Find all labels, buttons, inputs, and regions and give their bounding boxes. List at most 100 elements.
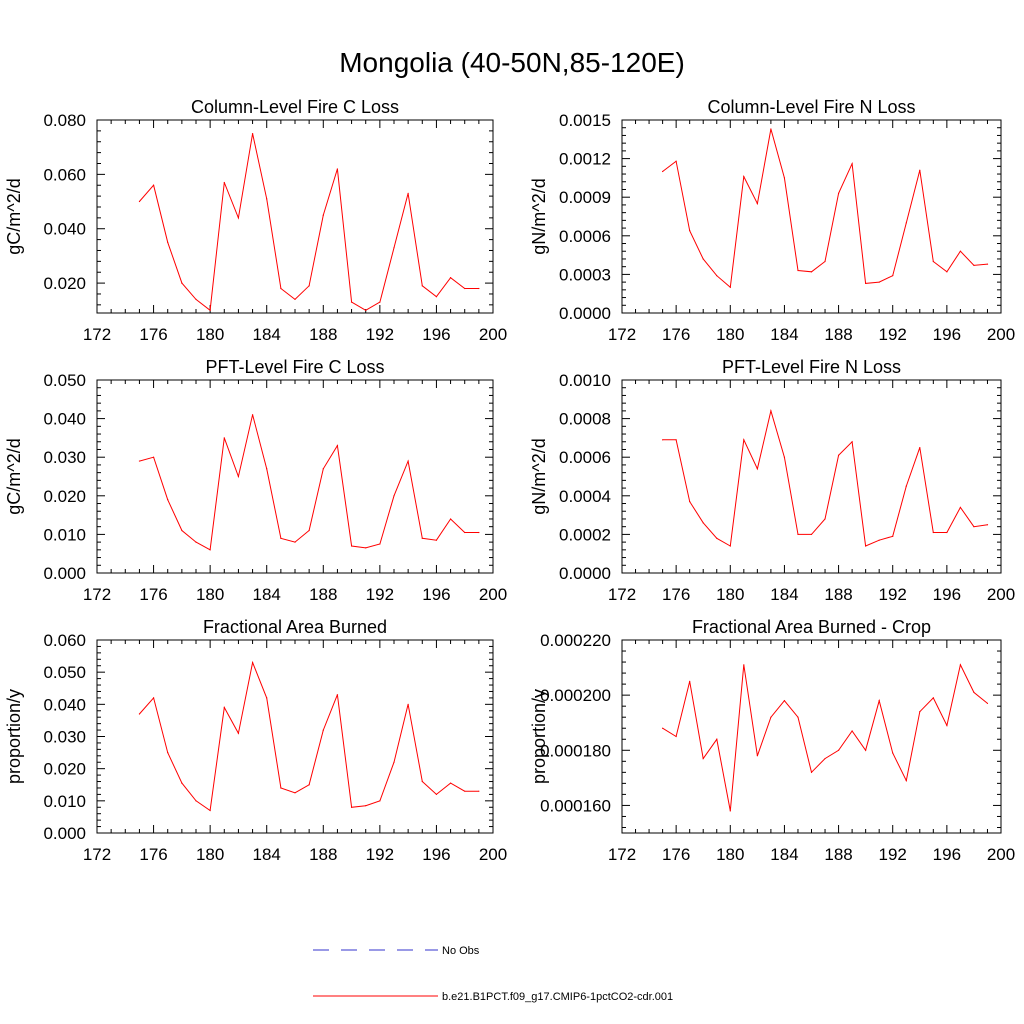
- plot-frame: [96, 119, 494, 314]
- data-point: [743, 176, 745, 178]
- data-point: [986, 263, 989, 265]
- data-point: [689, 230, 691, 232]
- x-tick-label: 180: [716, 325, 744, 344]
- x-tick-label: 172: [608, 845, 636, 864]
- data-point: [167, 751, 169, 754]
- plot-frame: [96, 379, 494, 574]
- x-tick-label: 188: [824, 325, 852, 344]
- x-tick-label: 180: [716, 845, 744, 864]
- data-point: [435, 296, 438, 298]
- x-tick-label: 176: [139, 585, 167, 604]
- data-point: [237, 217, 240, 219]
- x-tick-label: 200: [479, 325, 507, 344]
- data-point: [662, 170, 664, 173]
- data-point: [195, 298, 197, 301]
- y-tick-label: 0.000: [43, 824, 86, 843]
- data-point: [464, 287, 466, 290]
- y-tick-label: 0.080: [43, 111, 86, 130]
- y-tick-label: 0.000200: [540, 686, 611, 705]
- x-tick-label: 188: [824, 845, 852, 864]
- data-point: [322, 214, 324, 216]
- x-tick-label: 184: [253, 325, 281, 344]
- y-tick-label: 0.000160: [540, 796, 611, 815]
- data-point: [824, 260, 826, 263]
- y-tick-label: 0.040: [43, 220, 86, 239]
- data-point: [716, 275, 718, 277]
- data-point: [810, 271, 813, 273]
- x-tick-label: 176: [662, 585, 690, 604]
- x-tick-label: 192: [366, 845, 394, 864]
- x-tick-label: 196: [933, 845, 961, 864]
- data-point: [959, 506, 961, 508]
- x-tick-label: 184: [770, 325, 798, 344]
- x-tick-label: 180: [716, 585, 744, 604]
- data-point: [138, 200, 141, 203]
- data-point: [294, 541, 296, 543]
- x-tick-label: 176: [662, 845, 690, 864]
- data-point: [716, 537, 718, 539]
- panel-title: Column-Level Fire C Loss: [191, 97, 399, 117]
- data-point: [379, 301, 381, 303]
- data-point: [932, 531, 934, 534]
- data-point: [350, 301, 353, 303]
- data-point: [729, 810, 731, 812]
- y-tick-label: 0.0004: [559, 487, 611, 506]
- data-point: [280, 537, 282, 539]
- y-tick-label: 0.000220: [540, 631, 611, 650]
- data-point: [181, 282, 183, 284]
- data-point: [138, 713, 141, 715]
- x-tick-label: 180: [196, 845, 224, 864]
- data-point: [308, 529, 310, 532]
- data-point: [770, 128, 772, 130]
- y-tick-label: 0.0002: [559, 525, 611, 544]
- data-point: [209, 309, 211, 311]
- y-tick-label: 0.000180: [540, 741, 611, 760]
- x-tick-label: 200: [987, 325, 1015, 344]
- series-line: [662, 663, 988, 811]
- panel-1: Column-Level Fire C Loss gC/m^2/d 172 176 18…: [4, 97, 507, 344]
- panel-5: Fractional Area Burned proportion/y 172 176…: [4, 617, 507, 864]
- y-tick-label: 0.040: [43, 695, 86, 714]
- data-point: [662, 727, 664, 729]
- data-point: [756, 203, 758, 205]
- x-tick-label: 184: [770, 585, 798, 604]
- data-point: [810, 771, 813, 773]
- data-point: [905, 485, 907, 487]
- data-point: [365, 309, 367, 311]
- data-point: [223, 437, 225, 439]
- data-point: [946, 531, 948, 534]
- data-point: [837, 192, 840, 194]
- data-point: [783, 456, 786, 458]
- data-point: [851, 441, 853, 443]
- data-point: [152, 184, 155, 186]
- y-tick-label: 0.0000: [559, 564, 611, 583]
- data-point: [181, 529, 183, 532]
- data-point: [892, 752, 894, 754]
- y-tick-label: 0.0006: [559, 448, 611, 467]
- x-tick-label: 200: [479, 585, 507, 604]
- data-point: [294, 298, 296, 301]
- data-point: [986, 702, 989, 705]
- y-axis-label: gN/m^2/d: [529, 178, 549, 254]
- data-point: [973, 691, 975, 693]
- data-point: [336, 168, 339, 170]
- data-point: [365, 805, 367, 807]
- legend-label-no-obs: No Obs: [442, 945, 480, 957]
- data-point: [716, 738, 718, 740]
- data-point: [223, 181, 225, 184]
- data-point: [702, 757, 704, 760]
- plot-frame: [621, 379, 1002, 574]
- x-tick-label: 192: [879, 325, 907, 344]
- panel-title: Fractional Area Burned - Crop: [692, 617, 931, 637]
- data-point: [336, 694, 339, 696]
- x-tick-label: 172: [608, 325, 636, 344]
- data-point: [675, 160, 677, 162]
- data-point: [865, 545, 867, 547]
- data-point: [702, 258, 704, 260]
- data-point: [280, 787, 282, 789]
- y-tick-label: 0.020: [43, 760, 86, 779]
- x-tick-label: 196: [422, 845, 450, 864]
- data-point: [959, 250, 961, 252]
- y-tick-label: 0.050: [43, 663, 86, 682]
- data-point: [865, 282, 867, 285]
